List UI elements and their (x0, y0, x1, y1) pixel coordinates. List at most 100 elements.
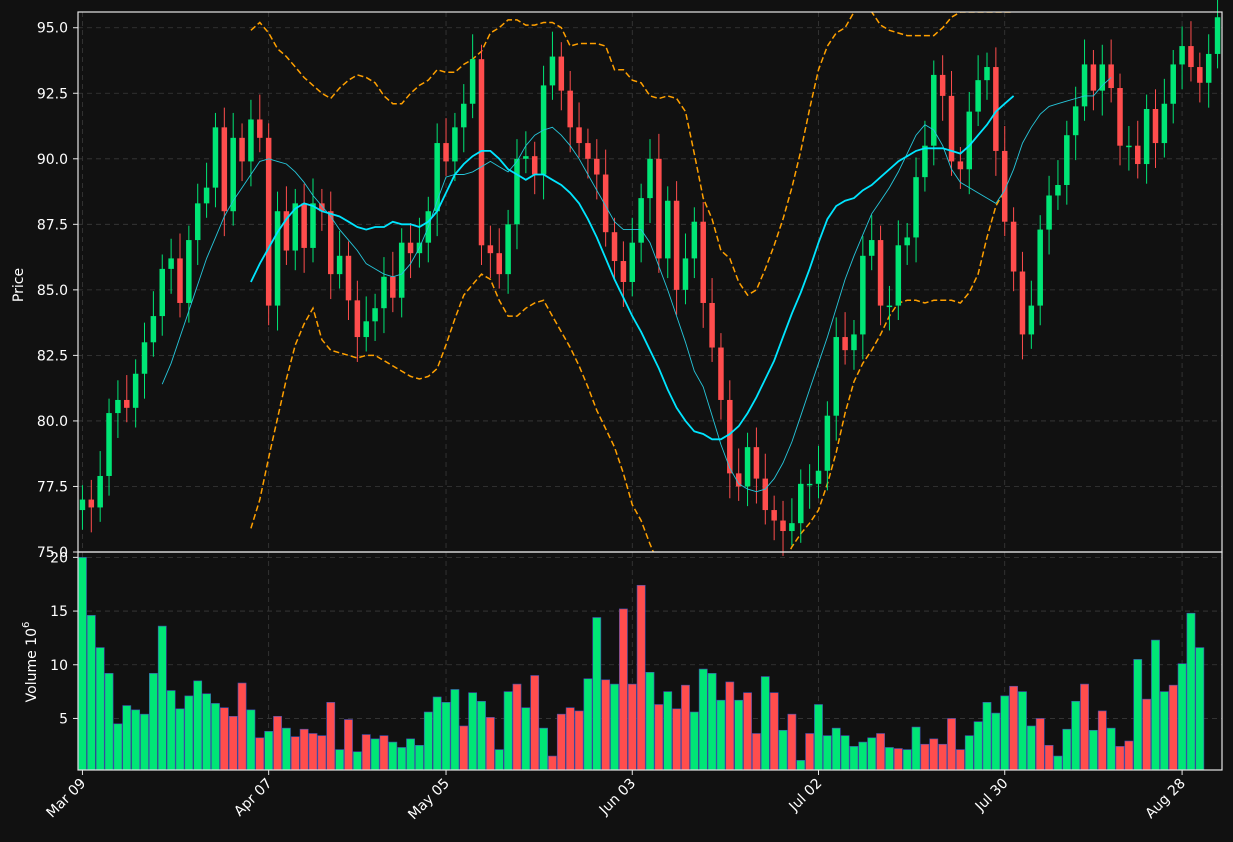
volume-bar (636, 584, 646, 771)
volume-bar (1009, 685, 1018, 771)
volume-bar (681, 684, 690, 771)
volume-bar (885, 747, 894, 771)
volume-bar (122, 705, 132, 771)
candle-body (549, 56, 556, 86)
candle-body (79, 499, 86, 511)
candle-body (611, 232, 618, 262)
volume-tick-label: 15 (50, 604, 68, 620)
bollinger-bands (250, 12, 1014, 552)
candle-body (682, 258, 689, 290)
volume-bar (1186, 612, 1196, 771)
candle-body (336, 255, 343, 275)
volume-bar (707, 673, 717, 771)
price-tick-label: 75.0 (37, 545, 68, 561)
candle-body (727, 399, 733, 474)
volume-bar (477, 700, 486, 771)
date-tick-label: May 05 (405, 776, 453, 824)
volume-bar (814, 704, 823, 771)
candle-body (124, 399, 130, 408)
volume-bar (565, 707, 575, 771)
volume-bar (503, 691, 513, 771)
volume-bar (1035, 718, 1045, 771)
candle-body (150, 316, 157, 343)
candle-body (381, 276, 387, 309)
candle-body (239, 137, 245, 162)
volume-bar (920, 743, 930, 771)
candle-body (327, 211, 334, 275)
upper-band-line (250, 12, 1014, 297)
volume-bar (104, 673, 114, 771)
candle-body (664, 200, 671, 259)
volume-bar (335, 749, 344, 771)
candlesticks (79, 0, 1221, 556)
candle-body (97, 475, 103, 508)
volume-bar (574, 710, 584, 771)
volume-bar (140, 713, 149, 771)
candle-body (265, 137, 272, 306)
volume-bar (406, 738, 415, 771)
volume-bar (716, 699, 726, 771)
volume-tick-label: 20 (50, 550, 68, 566)
volume-bar (78, 557, 87, 771)
candle-body (842, 337, 848, 351)
candle-body (390, 276, 396, 298)
volume-bar (840, 735, 850, 771)
volume-bar (1133, 659, 1143, 771)
candle-body (531, 156, 538, 175)
candle-body (1188, 46, 1194, 68)
candle-body (257, 119, 263, 138)
volume-bar (1062, 728, 1072, 771)
candle-body (230, 137, 236, 212)
price-tick-label: 87.5 (37, 217, 68, 233)
volume-bar (1097, 710, 1107, 771)
volume-bar (769, 692, 779, 771)
price-tick-label: 90.0 (37, 152, 68, 168)
volume-bar (627, 683, 637, 771)
volume-bar (1115, 746, 1125, 771)
volume-bar (485, 717, 495, 771)
candle-body (594, 158, 600, 175)
volume-bar (1168, 684, 1178, 771)
candle-body (718, 347, 724, 400)
candle-body (558, 56, 565, 91)
candle-body (798, 483, 804, 524)
candle-body (372, 308, 378, 322)
candle-body (1126, 145, 1132, 148)
volume-bar (760, 676, 770, 771)
volume-bar (849, 746, 859, 771)
slow-ma-line (250, 95, 1015, 441)
candle-body (88, 499, 95, 508)
candle-body (523, 156, 529, 159)
candle-body (1001, 150, 1008, 222)
price-tick-label: 95.0 (37, 21, 68, 37)
volume-bar (689, 711, 699, 771)
candle-body (452, 127, 458, 162)
volume-bar (601, 679, 611, 771)
candle-body (1179, 46, 1185, 65)
volume-bar (184, 695, 194, 771)
volume-bar (228, 716, 238, 771)
candle-body (877, 240, 884, 306)
candle-body (762, 478, 769, 511)
volume-bar (734, 699, 744, 771)
candle-body (1205, 53, 1212, 83)
volume-bar (441, 702, 451, 771)
volume-bar (397, 747, 407, 771)
volume-bar (299, 728, 309, 771)
candle-body (478, 59, 485, 246)
candle-body (1152, 108, 1159, 144)
candle-body (141, 342, 148, 374)
volume-bar (219, 707, 229, 771)
candle-body (274, 211, 281, 306)
candle-body (620, 261, 627, 282)
volume-panel-frame (77, 551, 1223, 771)
candle-body (159, 268, 165, 317)
volume-bar (645, 671, 655, 771)
candle-body (1214, 17, 1221, 54)
volume-bar (290, 736, 300, 771)
candle-body (1135, 145, 1141, 165)
volume-bar (131, 709, 141, 771)
volume-bar (858, 741, 868, 771)
volume-tick-label: 10 (50, 658, 68, 674)
volume-bar (113, 723, 123, 771)
